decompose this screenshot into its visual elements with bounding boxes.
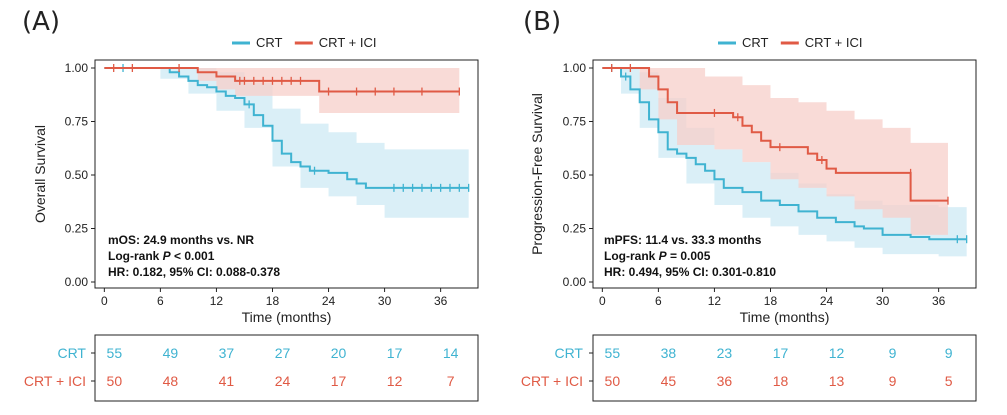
x-axis-title: Time (months) [740,309,830,325]
risk-row-label: CRT + ICI [521,373,583,389]
x-tick-label: 24 [820,294,834,308]
risk-value: 49 [163,345,179,361]
y-axis-title: Progression-Free Survival [529,93,545,255]
x-tick-label: 6 [655,294,662,308]
risk-value: 27 [275,345,291,361]
annotation-logrank-p: P [659,249,668,263]
legend: CRT CRT + ICI [718,35,862,50]
x-tick-label: 24 [322,294,336,308]
annotation-logrank: Log-rank P < 0.001 [108,249,215,263]
risk-row-label: CRT [554,345,583,361]
risk-value: 9 [889,373,897,389]
annotation-hr: HR: 0.182, 95% CI: 0.088-0.378 [108,265,280,279]
annotation-logrank-suffix: < 0.001 [171,249,215,263]
panel-label: (A) [22,7,60,37]
risk-value: 18 [773,373,789,389]
risk-value: 12 [829,345,845,361]
annotation-median: mPFS: 11.4 vs. 33.3 months [604,233,762,247]
risk-value: 41 [219,373,235,389]
risk-row-label: CRT + ICI [24,373,86,389]
annotation-logrank-suffix: = 0.005 [667,249,711,263]
risk-value: 36 [717,373,733,389]
legend-label: CRT [742,35,769,50]
risk-value: 55 [107,345,123,361]
legend-label: CRT + ICI [805,35,863,50]
risk-value: 17 [331,373,347,389]
x-tick-label: 18 [764,294,778,308]
annotation-hr: HR: 0.494, 95% CI: 0.301-0.810 [604,265,776,279]
risk-value: 37 [219,345,235,361]
risk-value: 55 [605,345,621,361]
risk-value: 20 [331,345,347,361]
risk-value: 23 [717,345,733,361]
risk-value: 12 [387,373,403,389]
annotation-logrank-prefix: Log-rank [108,249,163,263]
x-tick-label: 36 [434,294,448,308]
risk-value: 9 [945,345,953,361]
risk-value: 14 [443,345,459,361]
y-tick-label: 0.25 [563,222,587,236]
annotation-logrank: Log-rank P = 0.005 [604,249,711,263]
risk-value: 9 [889,345,897,361]
ci-band-crt-ici [104,68,460,113]
y-tick-label: 0.50 [65,168,89,182]
risk-table: CRT 55 38 23 17 12 9 9 CRT + ICI 50 45 36 18 13 9 5 [521,334,977,402]
x-tick-label: 18 [266,294,280,308]
x-axis-title: Time (months) [242,309,332,325]
km-curve-crt [602,67,967,241]
risk-value: 7 [447,373,455,389]
y-tick-label: 1.00 [563,61,587,75]
x-tick-label: 36 [932,294,946,308]
risk-table: CRT 55 49 37 27 20 17 14 CRT + ICI 50 48 41 24 17 12 7 [24,334,479,402]
panel-b: (B) CRT CRT + ICI 0.00 0.25 0.50 0.75 1.00 0 6 12 1… [521,7,977,402]
y-tick-label: 1.00 [65,61,89,75]
km-curve-crt-ici [104,67,460,93]
y-tick-label: 0.00 [563,275,587,289]
ci-band-crt-ici [602,68,948,235]
legend-label: CRT [256,35,283,50]
x-tick-label: 12 [708,294,722,308]
risk-row-label: CRT [57,345,86,361]
y-tick-label: 0.50 [563,168,587,182]
legend: CRT CRT + ICI [232,35,376,50]
x-tick-label: 6 [157,294,164,308]
risk-value: 17 [387,345,403,361]
risk-value: 48 [163,373,179,389]
risk-value: 24 [275,373,291,389]
km-curve-crt-ici [602,67,948,202]
y-axis-title: Overall Survival [32,125,48,223]
y-tick-label: 0.00 [65,275,89,289]
risk-value: 5 [945,373,953,389]
y-tick-label: 0.75 [65,115,89,129]
y-tick-label: 0.75 [563,115,587,129]
risk-value: 50 [605,373,621,389]
x-tick-label: 12 [210,294,224,308]
x-tick-label: 30 [876,294,890,308]
risk-value: 50 [107,373,123,389]
risk-table-frame [592,334,977,402]
risk-value: 13 [829,373,845,389]
panel-label: (B) [523,7,561,37]
km-curve-crt [104,67,469,189]
annotation-logrank-prefix: Log-rank [604,249,659,263]
ci-band-crt [104,68,469,218]
panel-a: (A) CRT CRT + ICI 0.00 0.25 0.50 0.75 1.00 0 6 12 1… [22,7,479,402]
legend-label: CRT + ICI [319,35,377,50]
annotation-median: mOS: 24.9 months vs. NR [108,233,254,247]
risk-value: 17 [773,345,789,361]
y-tick-label: 0.25 [65,222,89,236]
risk-value: 45 [661,373,677,389]
x-tick-label: 0 [101,294,108,308]
x-tick-label: 0 [599,294,606,308]
x-tick-label: 30 [378,294,392,308]
risk-table-frame [94,334,479,402]
risk-value: 38 [661,345,677,361]
annotation-logrank-p: P [163,249,172,263]
